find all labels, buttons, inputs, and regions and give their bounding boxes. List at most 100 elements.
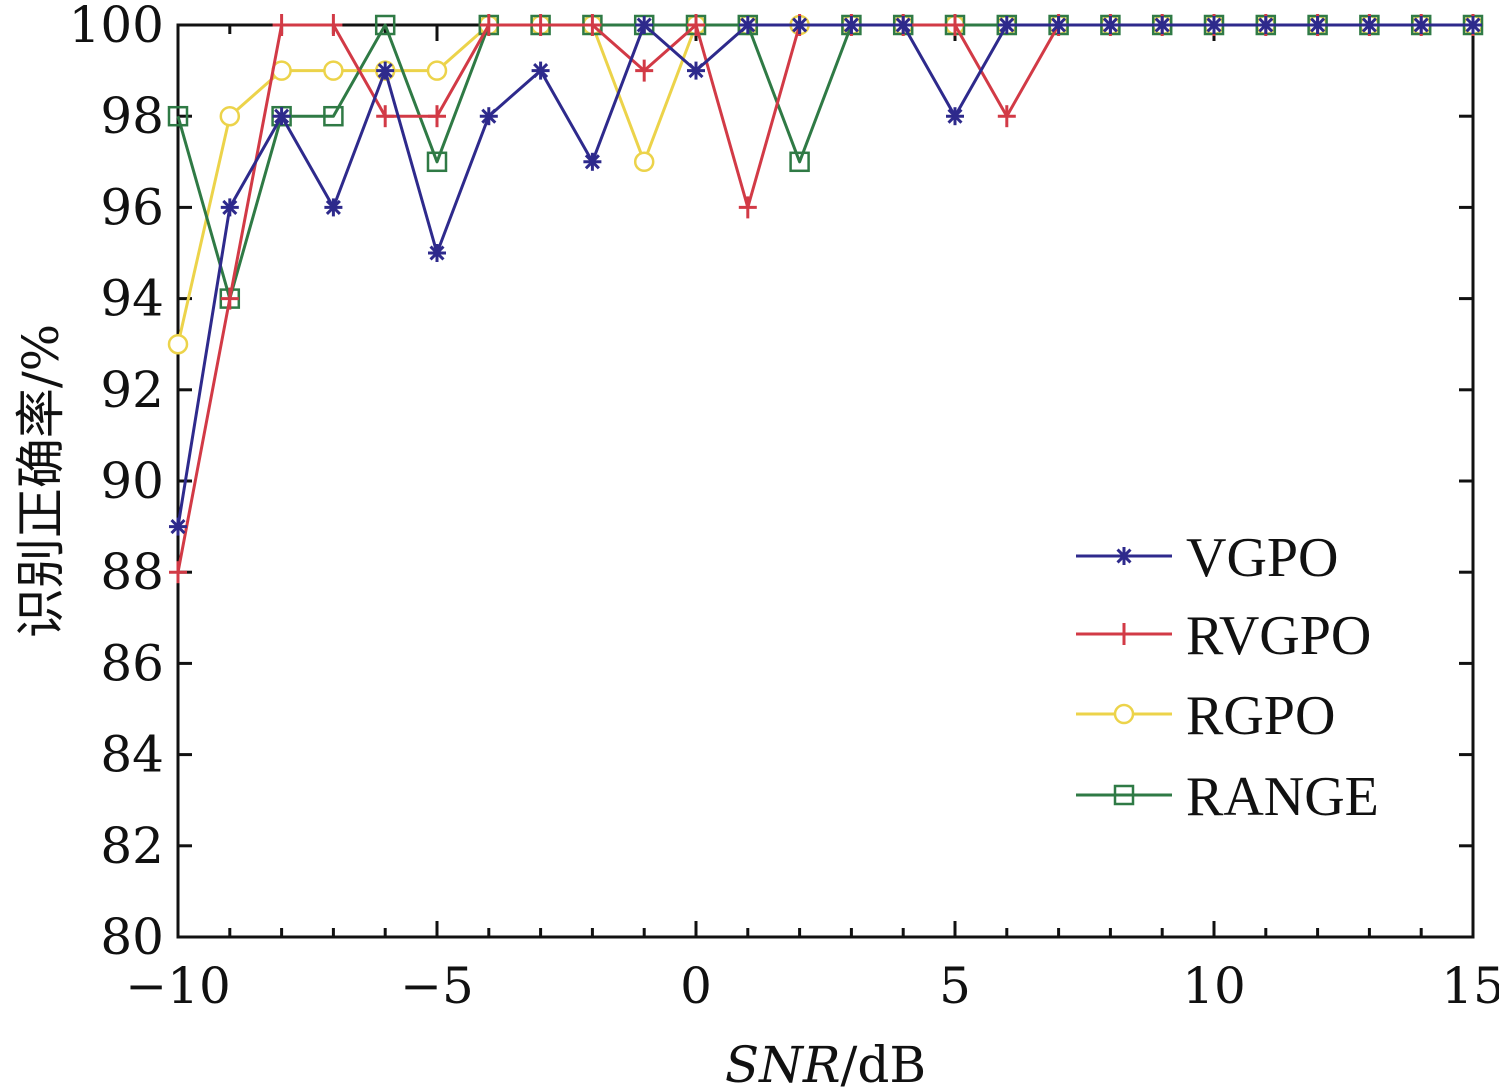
data-point (426, 151, 448, 173)
data-point (946, 107, 964, 126)
data-point (426, 60, 448, 81)
y-tick-label: 98 (100, 87, 164, 145)
x-axis-title: SNR/dB (725, 1036, 926, 1088)
marker-ast-d2 (1206, 17, 1222, 33)
marker-circle (167, 333, 189, 355)
data-point (324, 198, 343, 217)
legend-swatch-marker (1115, 547, 1133, 565)
series-rgpo (167, 14, 1484, 355)
marker-square (1113, 784, 1135, 806)
data-point (1464, 16, 1482, 34)
data-point (789, 151, 810, 173)
data-point (272, 107, 291, 126)
data-point (324, 14, 343, 36)
y-tick-label: 90 (100, 452, 164, 510)
marker-ast-d2 (1051, 17, 1067, 33)
marker-ast-d2 (1154, 17, 1170, 33)
data-point (219, 105, 241, 127)
y-tick-label: 84 (100, 726, 164, 784)
legend-label: RANGE (1186, 766, 1379, 828)
marker-ast-d2 (170, 519, 186, 535)
data-point (997, 16, 1016, 34)
data-point (738, 196, 757, 219)
marker-circle (219, 105, 241, 127)
y-tick-label: 80 (100, 908, 164, 966)
legend-label: RVGPO (1186, 605, 1371, 667)
data-point (1360, 16, 1379, 34)
data-point (323, 105, 344, 127)
legend-item-rgpo: RGPO (1076, 685, 1335, 747)
marker-ast-d2 (1116, 548, 1132, 564)
data-point (738, 16, 757, 34)
marker-ast-d2 (481, 108, 497, 124)
marker-ast-d2 (222, 199, 238, 215)
marker-ast-d2 (947, 108, 963, 124)
data-point (169, 517, 187, 536)
marker-ast-d2 (584, 154, 600, 170)
data-point (1256, 16, 1275, 34)
marker-ast-d2 (377, 63, 393, 79)
y-tick-label: 100 (69, 0, 164, 54)
data-point (479, 14, 498, 36)
y-tick-label: 94 (100, 270, 164, 328)
data-point (272, 14, 291, 36)
y-tick-label: 92 (100, 361, 164, 419)
data-point (687, 61, 705, 80)
legend-label: VGPO (1186, 527, 1338, 589)
data-point (169, 561, 187, 584)
marker-ast-d2 (429, 245, 445, 261)
data-point (220, 198, 239, 217)
data-point (583, 152, 602, 171)
marker-ast-d2 (999, 17, 1015, 33)
data-point (583, 14, 602, 36)
marker-ast-d2 (325, 199, 341, 215)
legend: VGPO RVGPO RGPO RANGE (1076, 527, 1379, 828)
x-tick-label: 10 (1182, 957, 1246, 1015)
series-layer (167, 14, 1484, 584)
x-axis-title-unit: /dB (841, 1036, 927, 1088)
data-point (220, 287, 239, 310)
marker-ast-d2 (843, 17, 859, 33)
series-vgpo (169, 16, 1482, 536)
y-axis-title: 识别正确率/% (12, 324, 70, 638)
marker-square (323, 105, 344, 127)
y-tick-label: 96 (100, 178, 164, 236)
y-tick-label: 82 (100, 817, 164, 875)
data-point (1308, 16, 1327, 34)
series-range (167, 14, 1484, 309)
data-point (635, 16, 654, 34)
legend-swatch-marker (1115, 623, 1133, 645)
data-point (842, 16, 861, 34)
marker-ast-d2 (1258, 17, 1274, 33)
data-point (1049, 16, 1068, 34)
marker-ast-d2 (533, 63, 549, 79)
legend-swatch-marker (1113, 703, 1135, 725)
marker-ast-d2 (1310, 17, 1326, 33)
x-tick-label: −5 (400, 957, 474, 1015)
marker-square (374, 14, 396, 36)
legend-item-rvgpo: RVGPO (1076, 605, 1371, 667)
data-point (428, 105, 446, 128)
marker-ast-d2 (1361, 17, 1377, 33)
data-point (687, 14, 705, 36)
axes: 80 82 84 86 88 90 92 94 96 98 100 −10 −5 0 5 10 15 (69, 0, 1499, 1015)
marker-square (167, 105, 189, 127)
data-point (946, 14, 964, 36)
legend-label: RGPO (1186, 685, 1335, 747)
marker-ast-d2 (1413, 17, 1429, 33)
series-line-range (176, 23, 1473, 301)
data-point (1153, 16, 1172, 34)
data-point (323, 60, 344, 81)
marker-circle (323, 60, 344, 81)
data-point (894, 16, 913, 34)
legend-swatch-marker (1113, 784, 1135, 806)
marker-ast-d2 (274, 108, 290, 124)
data-point (635, 59, 654, 82)
data-point (790, 16, 809, 34)
data-point (376, 105, 395, 128)
marker-circle (633, 151, 655, 173)
data-point (167, 105, 189, 127)
x-axis-title-variable: SNR (725, 1036, 841, 1088)
y-tick-label: 88 (100, 543, 164, 601)
